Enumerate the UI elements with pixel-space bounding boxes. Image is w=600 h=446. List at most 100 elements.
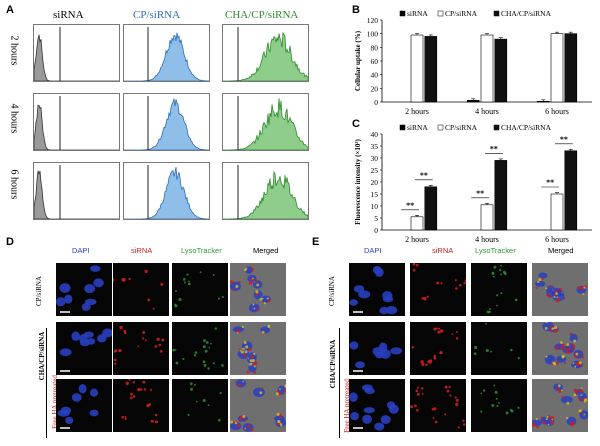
lyso-spot	[243, 268, 247, 272]
nucleus	[89, 409, 99, 417]
sirna-spot	[250, 427, 254, 431]
micrograph-d-sirna	[113, 379, 169, 432]
y-tick-label: 60	[371, 57, 379, 66]
lyso-spot	[482, 389, 486, 392]
sirna-spot	[250, 355, 254, 359]
nucleus	[90, 265, 101, 272]
sirna-spot	[440, 282, 443, 285]
lyso-spot	[190, 387, 193, 391]
panel-letter-b: B	[352, 4, 360, 16]
lyso-spot	[583, 286, 586, 289]
lyso-spot	[560, 389, 563, 392]
nucleus	[534, 280, 546, 287]
lyso-spot	[488, 307, 491, 310]
bar-cha-cp-sirna-6-hours	[564, 150, 578, 231]
sirna-spot	[416, 408, 419, 412]
lyso-spot	[221, 364, 224, 367]
e-title-lysotracker: LysoTracker	[475, 246, 516, 255]
lyso-spot	[174, 348, 177, 351]
e-bracket-line	[339, 328, 340, 438]
sirna-spot	[118, 349, 122, 353]
lyso-spot	[485, 348, 489, 353]
sirna-spot	[113, 278, 115, 282]
histogram-peak	[124, 166, 209, 219]
lyso-spot	[217, 297, 221, 300]
sirna-spot	[572, 344, 576, 348]
sirna-spot	[246, 370, 250, 374]
sirna-spot	[550, 421, 554, 425]
nucleus	[380, 415, 391, 425]
lyso-spot	[505, 411, 509, 415]
histogram-peak	[34, 104, 119, 150]
d-title-dapi: DAPI	[72, 246, 90, 255]
sirna-spot	[429, 361, 432, 364]
histogram-plot	[223, 27, 308, 81]
lyso-spot	[259, 297, 263, 301]
lyso-spot	[255, 290, 259, 294]
lyso-spot	[490, 350, 493, 353]
lyso-spot	[554, 325, 558, 329]
sirna-spot	[158, 343, 162, 347]
sirna-spot	[411, 345, 415, 349]
sirna-spot	[432, 417, 435, 419]
sirna-spot	[572, 348, 575, 351]
sirna-spot	[238, 419, 241, 422]
lyso-spot	[184, 281, 186, 284]
col-title-cha-cp-sirna: CHA/CP/siRNA	[225, 9, 299, 21]
lyso-spot	[182, 357, 185, 361]
micrograph-d-merged	[230, 322, 286, 375]
lyso-spot	[253, 307, 256, 310]
sirna-spot	[455, 398, 459, 402]
y-tick-label: 10	[371, 202, 379, 211]
lyso-spot	[551, 327, 554, 330]
y-tick-label: 0	[374, 226, 378, 235]
x-tick-label: 4 hours	[475, 235, 499, 244]
y-tick-label: 20	[371, 84, 379, 93]
sirna-spot	[565, 348, 569, 352]
nucleus	[230, 421, 242, 431]
nucleus	[390, 347, 403, 355]
nucleus	[253, 387, 265, 398]
sirna-spot	[455, 337, 459, 340]
lyso-spot	[491, 271, 495, 275]
lyso-spot	[473, 352, 477, 356]
nucleus	[385, 306, 398, 315]
x-tick-label: 2 hours	[405, 235, 429, 244]
sirna-spot	[152, 307, 155, 310]
lyso-spot	[556, 296, 559, 299]
lyso-spot	[573, 339, 577, 343]
legend-label: CHA/CP/siRNA	[501, 9, 552, 18]
sirna-spot	[551, 420, 554, 423]
sirna-spot	[267, 299, 271, 303]
micrograph-e-merged	[532, 379, 588, 432]
bar-cp-sirna-4-hours	[480, 34, 494, 103]
nucleus	[57, 409, 70, 417]
lyso-spot	[252, 277, 254, 280]
lyso-spot	[263, 302, 266, 305]
panel-letter-d: D	[6, 236, 14, 248]
nucleus	[71, 393, 82, 402]
nucleus	[97, 334, 107, 343]
lyso-spot	[194, 351, 198, 354]
sirna-spot	[257, 307, 260, 311]
lyso-spot	[566, 401, 570, 405]
lyso-spot	[474, 345, 478, 349]
lyso-spot	[212, 274, 215, 276]
sirna-spot	[570, 421, 574, 424]
legend-label: siRNA	[407, 9, 428, 18]
sirna-spot	[253, 371, 257, 374]
sirna-spot	[535, 286, 538, 289]
nucleus	[65, 416, 74, 425]
sirna-spot	[143, 388, 147, 391]
lyso-spot	[480, 392, 483, 395]
lyso-spot	[243, 341, 247, 345]
sirna-spot	[128, 277, 131, 281]
sirna-spot	[554, 289, 558, 293]
lyso-spot	[583, 400, 586, 403]
lyso-spot	[203, 339, 206, 342]
nucleus	[349, 341, 359, 350]
sirna-spot	[237, 424, 241, 428]
lyso-spot	[280, 424, 283, 427]
lyso-spot	[495, 304, 498, 307]
micrograph-e-lyso	[471, 379, 527, 432]
